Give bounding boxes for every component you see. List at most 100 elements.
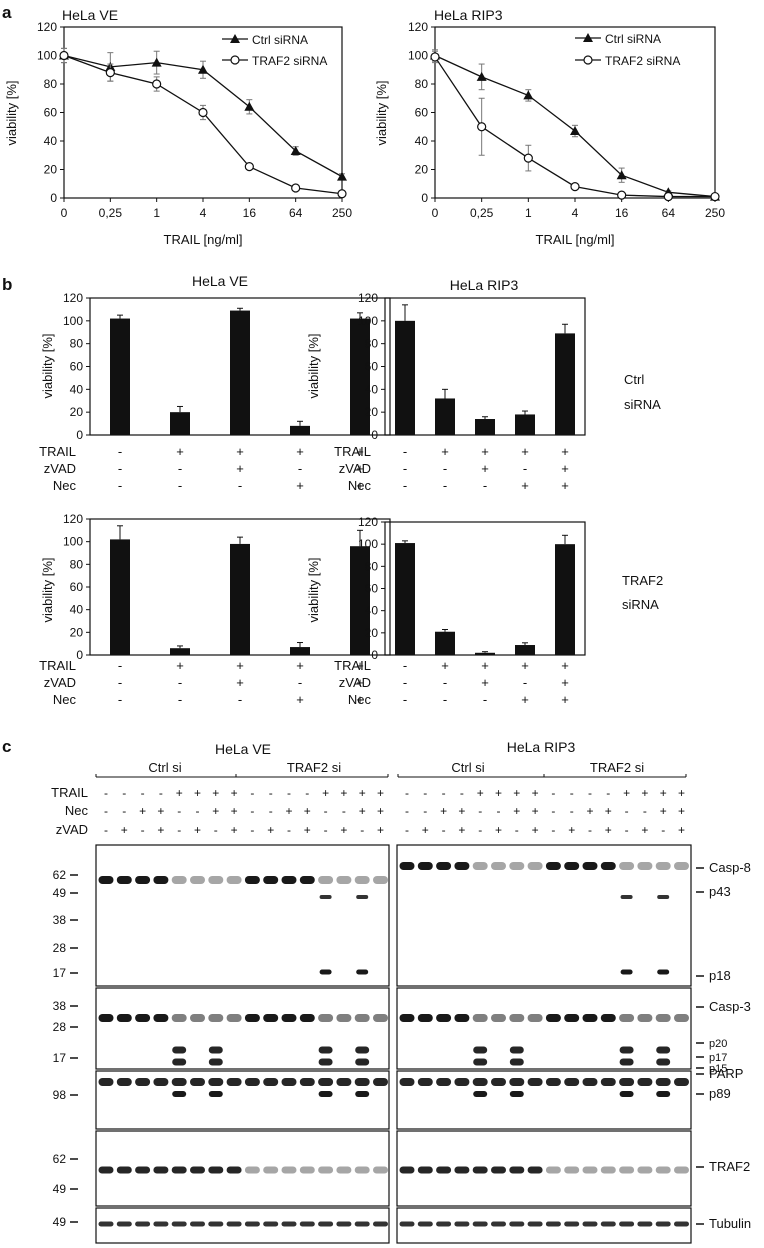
treatment-sign: + <box>267 823 274 837</box>
treatment-sign: + <box>660 786 667 800</box>
chart-title: HeLa RIP3 <box>450 277 519 293</box>
band <box>436 862 452 870</box>
band <box>319 895 332 899</box>
band <box>509 862 525 870</box>
treatment-sign: + <box>678 823 685 837</box>
band <box>171 876 187 884</box>
treatment-row-label: zVAD <box>339 675 371 690</box>
treatment-sign: - <box>298 675 302 690</box>
y-tick-label: 40 <box>415 134 429 148</box>
treatment-sign: + <box>377 786 384 800</box>
y-tick-label: 40 <box>70 382 84 396</box>
data-point <box>617 190 627 200</box>
treatment-sign: + <box>568 823 575 837</box>
band-label: p17 <box>709 1052 727 1064</box>
treatment-sign: - <box>118 658 122 673</box>
bar <box>515 645 535 655</box>
treatment-sign: - <box>403 478 407 493</box>
treatment-sign: + <box>422 823 429 837</box>
treatment-sign: + <box>176 658 184 673</box>
treatment-sign: - <box>460 786 464 800</box>
band <box>190 1221 205 1227</box>
treatment-sign: - <box>403 444 407 459</box>
band <box>600 1014 616 1022</box>
line-chart-hela-rip3: HeLa RIP3 viability [%] TRAIL [ng/ml] Ct… <box>374 7 725 247</box>
treatment-sign: - <box>403 461 407 476</box>
band <box>171 1014 187 1022</box>
x-tick-label: 0,25 <box>99 206 123 220</box>
band <box>172 1058 187 1066</box>
treatment-sign: + <box>521 658 529 673</box>
treatment-sign: + <box>605 823 612 837</box>
band <box>600 1078 616 1086</box>
band <box>318 1221 334 1227</box>
treatment-row-label: Nec <box>53 478 77 493</box>
treatment-sign: + <box>641 823 648 837</box>
mw-marker-label: 38 <box>53 999 67 1013</box>
band <box>263 1014 279 1022</box>
x-tick-label: 1 <box>153 206 160 220</box>
y-tick-label: 100 <box>63 314 83 328</box>
band <box>656 1046 671 1054</box>
y-tick-label: 100 <box>63 535 83 549</box>
treatment-sign: + <box>678 786 685 800</box>
band <box>527 1014 543 1022</box>
band <box>244 1014 260 1022</box>
treatment-sign: - <box>104 823 108 837</box>
band <box>545 1221 561 1227</box>
band <box>545 1078 561 1086</box>
treatment-sign: + <box>212 786 219 800</box>
treatment-sign: - <box>196 804 200 818</box>
treatment-row-label: Nec <box>348 692 372 707</box>
band <box>116 876 132 884</box>
treatment-sign: - <box>141 786 145 800</box>
y-tick-label: 80 <box>44 77 58 91</box>
treatment-sign: + <box>236 444 244 459</box>
band <box>619 1091 634 1097</box>
band <box>153 1221 169 1227</box>
band <box>263 1166 279 1174</box>
blot-casp3-left <box>95 987 390 1070</box>
treatment-sign: - <box>118 461 122 476</box>
mw-marker-label: 28 <box>53 1020 67 1034</box>
band <box>208 1046 223 1054</box>
legend-label-ctrl: Ctrl siRNA <box>252 33 308 47</box>
band <box>135 1078 151 1086</box>
treatment-sign: - <box>250 823 254 837</box>
circle-marker-icon <box>230 55 240 65</box>
y-tick-label: 60 <box>44 106 58 120</box>
band <box>582 1221 598 1227</box>
band <box>318 1058 333 1066</box>
treatment-sign: + <box>231 804 238 818</box>
x-tick-label: 0 <box>432 206 439 220</box>
y-axis-label: viability [%] <box>4 80 19 145</box>
treatment-sign: - <box>423 786 427 800</box>
band <box>171 1166 187 1174</box>
treatment-sign: + <box>340 786 347 800</box>
treatment-sign: + <box>561 478 569 493</box>
y-tick-label: 80 <box>415 77 429 91</box>
y-tick-label: 0 <box>76 428 83 442</box>
row-label-trail: TRAIL <box>51 785 88 800</box>
band <box>545 862 561 870</box>
band <box>491 1078 506 1086</box>
y-tick-label: 60 <box>70 360 84 374</box>
band <box>226 1221 242 1227</box>
treatment-sign: - <box>287 823 291 837</box>
y-tick-label: 20 <box>70 625 84 639</box>
mw-marker-label: 62 <box>53 868 67 882</box>
band <box>637 1078 653 1086</box>
band <box>263 1221 279 1227</box>
chart-title: HeLa RIP3 <box>434 7 503 23</box>
treatment-sign: - <box>625 823 629 837</box>
band <box>655 1221 671 1227</box>
band <box>208 1166 224 1174</box>
band <box>172 1091 187 1097</box>
y-tick-label: 60 <box>365 360 379 374</box>
bar <box>435 398 455 435</box>
treatment-sign: + <box>481 444 489 459</box>
treatment-sign: + <box>356 461 364 476</box>
band <box>336 1166 352 1174</box>
legend-label-traf2: TRAF2 siRNA <box>605 54 680 68</box>
